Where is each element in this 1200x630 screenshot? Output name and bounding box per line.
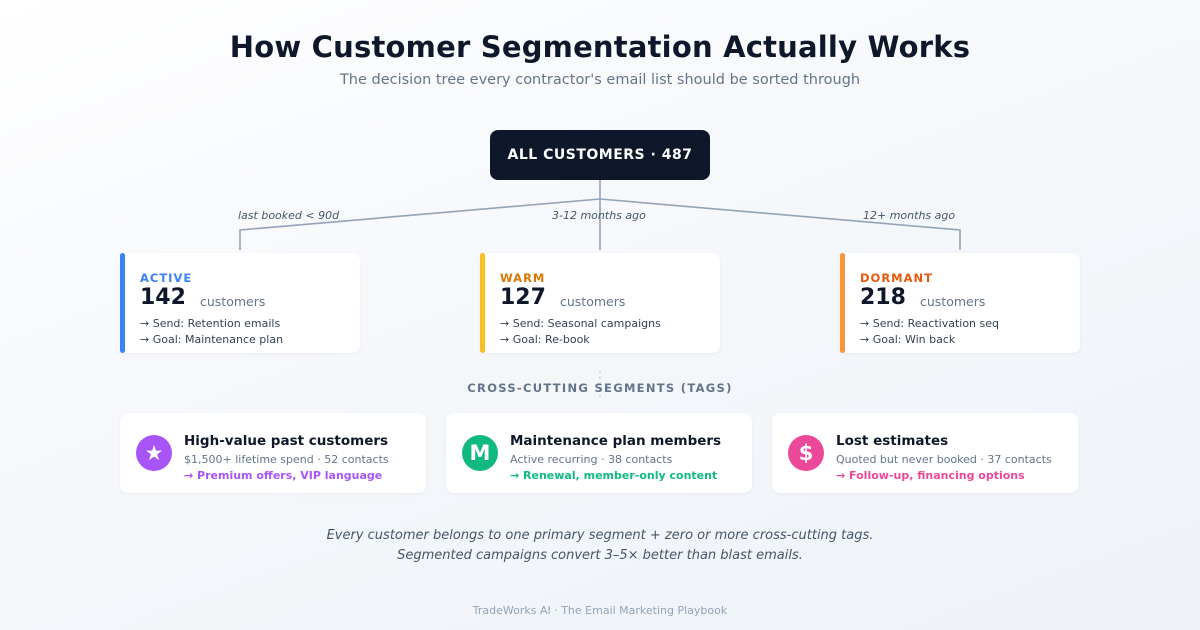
- tags-section-heading: CROSS-CUTTING SEGMENTS (TAGS): [467, 381, 733, 395]
- footnote-line-2: Segmented campaigns convert 3–5× better …: [397, 548, 803, 563]
- segment-send: → Send: Retention emails: [140, 317, 281, 330]
- tag-action: → Follow-up, financing options: [836, 469, 1025, 482]
- tag-action: → Renewal, member-only content: [510, 469, 718, 482]
- segment-color-bar: [840, 253, 845, 353]
- tag-action: → Premium offers, VIP language: [184, 469, 383, 482]
- segment-name: ACTIVE: [140, 271, 193, 285]
- root-node-label: ALL CUSTOMERS · 487: [507, 147, 693, 163]
- segment-color-bar: [480, 253, 485, 353]
- segment-goal: → Goal: Re-book: [500, 333, 590, 346]
- segment-count: 218: [860, 285, 906, 310]
- tag-card-maintenance-plan: M Maintenance plan members Active recurr…: [446, 413, 752, 493]
- segment-unit: customers: [200, 294, 266, 309]
- segment-goal: → Goal: Maintenance plan: [140, 333, 284, 346]
- segment-card-active: ACTIVE 142 customers → Send: Retention e…: [120, 253, 360, 353]
- connector-right: [599, 198, 961, 250]
- segment-goal: → Goal: Win back: [860, 333, 956, 346]
- page-subtitle: The decision tree every contractor's ema…: [339, 72, 861, 88]
- edge-label-dormant: 12+ months ago: [863, 209, 956, 222]
- segment-card-dormant: DORMANT 218 customers → Send: Reactivati…: [840, 253, 1080, 353]
- brand-footer: TradeWorks AI · The Email Marketing Play…: [472, 604, 728, 617]
- page-title: How Customer Segmentation Actually Works: [229, 30, 971, 64]
- tag-description: $1,500+ lifetime spend · 52 contacts: [184, 453, 389, 466]
- segment-color-bar: [120, 253, 125, 353]
- segment-unit: customers: [560, 294, 626, 309]
- segment-unit: customers: [920, 294, 986, 309]
- tag-name: Lost estimates: [836, 433, 949, 449]
- tag-name: High-value past customers: [184, 433, 389, 449]
- edge-label-warm: 3-12 months ago: [552, 209, 646, 222]
- segment-count: 142: [140, 285, 186, 310]
- root-node-all-customers: ALL CUSTOMERS · 487: [490, 130, 710, 180]
- segment-count: 127: [500, 285, 546, 310]
- tag-card-lost-estimates: $ Lost estimates Quoted but never booked…: [772, 413, 1078, 493]
- segment-name: WARM: [500, 271, 546, 285]
- segment-card-warm: WARM 127 customers → Send: Seasonal camp…: [480, 253, 720, 353]
- tag-description: Quoted but never booked · 37 contacts: [836, 453, 1052, 466]
- footnote-line-1: Every customer belongs to one primary se…: [326, 528, 874, 543]
- connector-left: [239, 198, 601, 250]
- star-icon: ★: [136, 435, 172, 471]
- m-letter-icon: M: [462, 435, 498, 471]
- tag-name: Maintenance plan members: [510, 433, 722, 449]
- tag-description: Active recurring · 38 contacts: [510, 453, 673, 466]
- edge-label-active: last booked < 90d: [238, 209, 340, 222]
- segment-send: → Send: Seasonal campaigns: [500, 317, 661, 330]
- tag-card-high-value: ★ High-value past customers $1,500+ life…: [120, 413, 426, 493]
- dollar-icon: $: [788, 435, 824, 471]
- segment-name: DORMANT: [860, 271, 933, 285]
- segment-send: → Send: Reactivation seq: [860, 317, 999, 330]
